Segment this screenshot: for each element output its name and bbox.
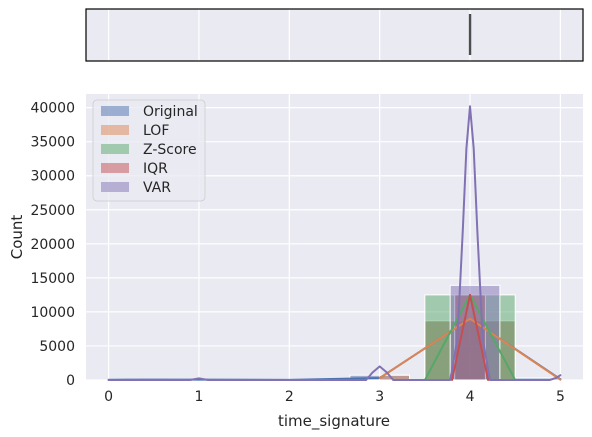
legend-swatch bbox=[101, 163, 129, 173]
x-tick-label: 5 bbox=[556, 389, 565, 405]
y-tick-label: 20000 bbox=[30, 237, 75, 253]
legend-label: Z-Score bbox=[143, 142, 197, 158]
histogram-panel: 0 1 2 3 4 5 0 5000 10000 15000 20000 25000 30000 350… bbox=[8, 94, 583, 431]
legend-label: VAR bbox=[143, 180, 171, 196]
x-tick-label: 3 bbox=[375, 389, 384, 405]
legend-label: Original bbox=[143, 104, 198, 120]
y-tick-label: 5000 bbox=[39, 339, 75, 355]
y-tick-label: 25000 bbox=[30, 203, 75, 219]
y-tick-label: 40000 bbox=[30, 101, 75, 117]
x-tick-label: 2 bbox=[285, 389, 294, 405]
y-tick-label: 10000 bbox=[30, 305, 75, 321]
legend-swatch bbox=[101, 106, 129, 116]
legend-swatch bbox=[101, 182, 129, 192]
y-tick-label: 0 bbox=[66, 373, 75, 389]
legend-label: LOF bbox=[143, 123, 169, 139]
y-tick-label: 35000 bbox=[30, 135, 75, 151]
y-tick-label: 15000 bbox=[30, 271, 75, 287]
y-axis-title: Count bbox=[8, 215, 26, 260]
boxplot-panel bbox=[85, 8, 584, 62]
x-tick-label: 4 bbox=[466, 389, 475, 405]
kde-line-iqr bbox=[451, 293, 490, 381]
legend-label: IQR bbox=[143, 161, 168, 177]
boxplot-plot-area bbox=[86, 9, 583, 61]
boxplot-frame bbox=[85, 8, 584, 62]
x-tick-label: 1 bbox=[194, 389, 203, 405]
legend-swatch bbox=[101, 144, 129, 154]
kde-line-var bbox=[107, 105, 562, 381]
legend: Original LOF Z-Score IQR VAR bbox=[92, 99, 206, 202]
x-tick-label: 0 bbox=[104, 389, 113, 405]
legend-swatch bbox=[101, 125, 129, 135]
x-axis-title: time_signature bbox=[278, 412, 390, 431]
y-tick-label: 30000 bbox=[30, 169, 75, 185]
kde-line-lof bbox=[378, 317, 562, 381]
